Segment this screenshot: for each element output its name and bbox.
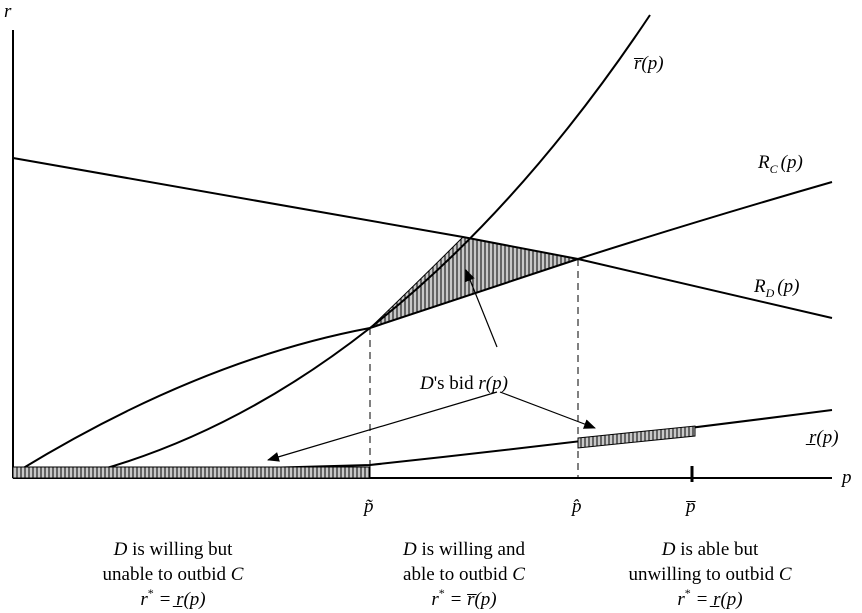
p-bar-label: p̅: [684, 496, 696, 517]
svg-text:r* = r̲(p): r* = r̲(p): [677, 586, 742, 610]
r-bar-curve: [99, 14, 651, 471]
svg-text:r* = r̲(p): r* = r̲(p): [140, 586, 205, 610]
svg-text:D is willing and: D is willing and: [402, 539, 525, 560]
x-axis-label: p: [840, 467, 852, 488]
bid-callout: D's bid r(p): [419, 373, 508, 394]
svg-text:r* = r̅(p): r* = r̅(p): [431, 586, 496, 610]
region-caption-left: D is willing but unable to outbid C r* =…: [103, 539, 244, 610]
r-under-curve: [12, 409, 833, 476]
R-C-label: RC (p): [757, 152, 803, 176]
arrow-to-shaded: [465, 269, 498, 348]
arrow-to-left-band: [267, 391, 498, 462]
bid-band-left: [12, 466, 371, 479]
region-caption-right: D is able but unwilling to outbid C r* =…: [628, 539, 791, 610]
region-caption-middle: D is willing and able to outbid C r* = r…: [402, 539, 525, 610]
svg-text:D is willing but: D is willing but: [113, 539, 233, 560]
p-hat-label: p̂: [570, 496, 582, 517]
r-bar-label: r̅(p): [634, 53, 664, 74]
R-C-curve: [19, 181, 833, 471]
p-tilde-label: p̃: [362, 496, 374, 517]
bid-band-right: [577, 425, 696, 449]
svg-text:able to outbid C: able to outbid C: [403, 564, 525, 585]
arrow-to-right-band: [499, 391, 596, 429]
svg-text:D is able but: D is able but: [661, 539, 759, 560]
R-D-label: RD (p): [753, 276, 799, 300]
r-under-label: r̲(p): [805, 427, 839, 448]
R-D-curve: [12, 157, 833, 319]
svg-text:unwilling to outbid C: unwilling to outbid C: [628, 564, 791, 585]
svg-text:unable to outbid C: unable to outbid C: [103, 564, 244, 585]
bid-region-shaded: [369, 236, 580, 329]
y-axis-label: r: [4, 1, 12, 22]
